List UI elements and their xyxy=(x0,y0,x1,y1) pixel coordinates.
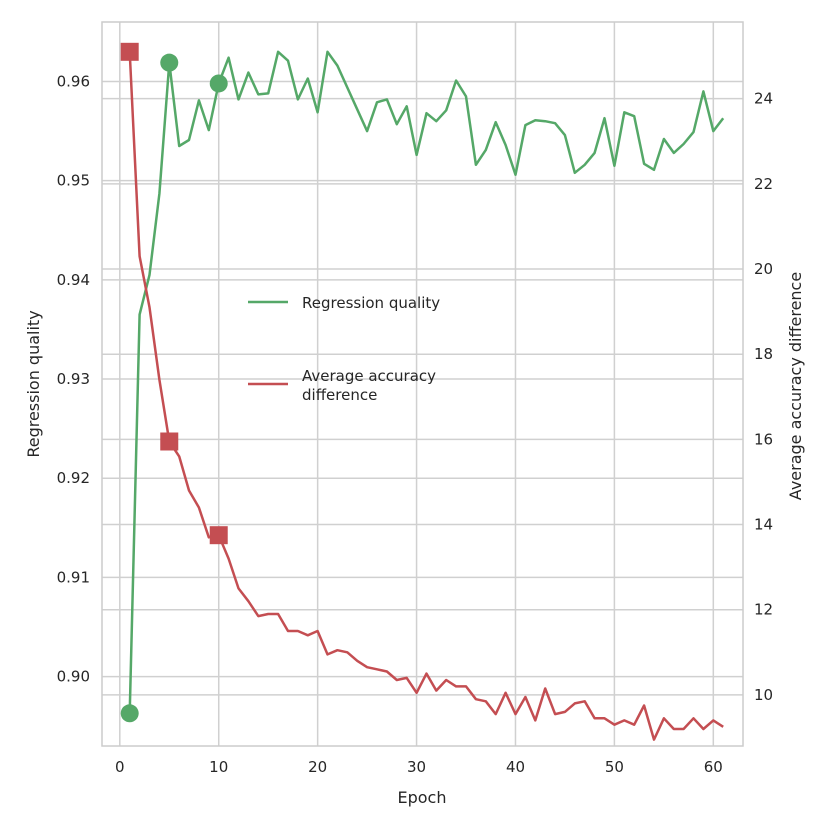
right-y-tick-label: 24 xyxy=(754,90,773,108)
x-tick-label: 10 xyxy=(209,758,228,776)
right-y-tick-label: 16 xyxy=(754,430,773,448)
left-y-tick-label: 0.96 xyxy=(57,73,90,91)
left-axis-title: Regression quality xyxy=(24,310,43,457)
left-y-tick-label: 0.94 xyxy=(57,271,90,289)
legend: Regression quality Average accuracy diff… xyxy=(248,294,441,404)
right-y-tick-label: 18 xyxy=(754,345,773,363)
right-axis-title: Average accuracy difference xyxy=(786,272,805,500)
x-tick-label: 0 xyxy=(115,758,125,776)
right-y-tick-label: 12 xyxy=(754,601,773,619)
right-y-tick-label: 20 xyxy=(754,260,773,278)
series-marker-circle xyxy=(160,53,179,72)
x-tick-label: 40 xyxy=(506,758,525,776)
right-y-tick-label: 10 xyxy=(754,686,773,704)
legend-label-regression-quality: Regression quality xyxy=(302,294,440,312)
series-marker-circle xyxy=(209,74,228,93)
tick-layer: 0 10 20 30 40 50 60 0.90 0.91 0.92 0.93 0.94 0.95 0.9… xyxy=(57,73,774,776)
legend-label-line-2: difference xyxy=(302,386,377,404)
grid-layer xyxy=(102,22,743,746)
right-y-tick-label: 14 xyxy=(754,516,773,534)
series-marker-circle xyxy=(120,704,139,723)
left-y-tick-label: 0.92 xyxy=(57,469,90,487)
series-layer xyxy=(120,42,725,741)
left-y-tick-label: 0.95 xyxy=(57,172,90,190)
right-y-tick-label: 22 xyxy=(754,175,773,193)
x-tick-label: 20 xyxy=(308,758,327,776)
legend-label-line-1: Average accuracy xyxy=(302,367,436,385)
left-y-tick-label: 0.93 xyxy=(57,370,90,388)
series-marker-square xyxy=(209,526,228,545)
legend-label-average-accuracy-difference: Average accuracy difference xyxy=(302,367,441,404)
x-axis-title: Epoch xyxy=(398,788,447,807)
series-line-average-accuracy-difference xyxy=(128,51,724,741)
x-tick-label: 50 xyxy=(605,758,624,776)
x-tick-label: 60 xyxy=(704,758,723,776)
x-tick-label: 30 xyxy=(407,758,426,776)
left-y-tick-label: 0.91 xyxy=(57,568,90,586)
series-marker-square xyxy=(120,42,139,61)
plot-frame xyxy=(101,21,744,747)
series-line-regression-quality xyxy=(128,50,725,714)
left-y-tick-label: 0.90 xyxy=(57,668,90,686)
series-marker-square xyxy=(160,432,179,451)
